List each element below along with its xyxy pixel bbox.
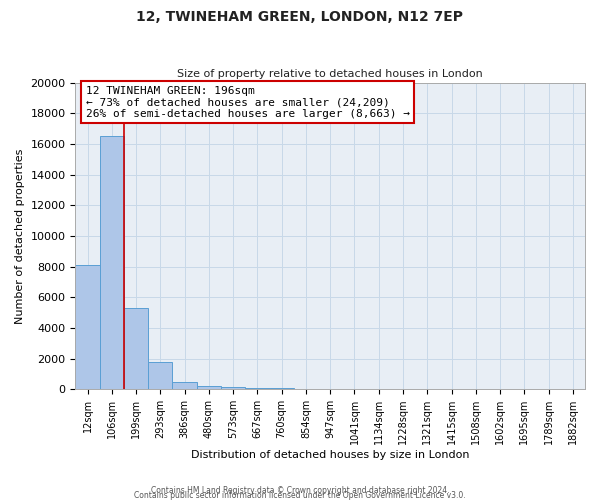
Text: 12, TWINEHAM GREEN, LONDON, N12 7EP: 12, TWINEHAM GREEN, LONDON, N12 7EP (137, 10, 464, 24)
Bar (245, 388, 269, 389)
Bar (148, 362, 172, 389)
Bar (221, 387, 245, 389)
Text: Contains HM Land Registry data © Crown copyright and database right 2024.: Contains HM Land Registry data © Crown c… (151, 486, 449, 495)
Bar (269, 388, 294, 389)
Bar (100, 136, 124, 389)
Text: Contains public sector information licensed under the Open Government Licence v3: Contains public sector information licen… (134, 491, 466, 500)
Bar (197, 386, 221, 389)
Title: Size of property relative to detached houses in London: Size of property relative to detached ho… (178, 69, 483, 79)
Text: 12 TWINEHAM GREEN: 196sqm
← 73% of detached houses are smaller (24,209)
26% of s: 12 TWINEHAM GREEN: 196sqm ← 73% of detac… (86, 86, 410, 119)
Bar (172, 382, 197, 389)
X-axis label: Distribution of detached houses by size in London: Distribution of detached houses by size … (191, 450, 469, 460)
Y-axis label: Number of detached properties: Number of detached properties (15, 148, 25, 324)
Bar (124, 308, 148, 389)
Bar (76, 265, 100, 389)
